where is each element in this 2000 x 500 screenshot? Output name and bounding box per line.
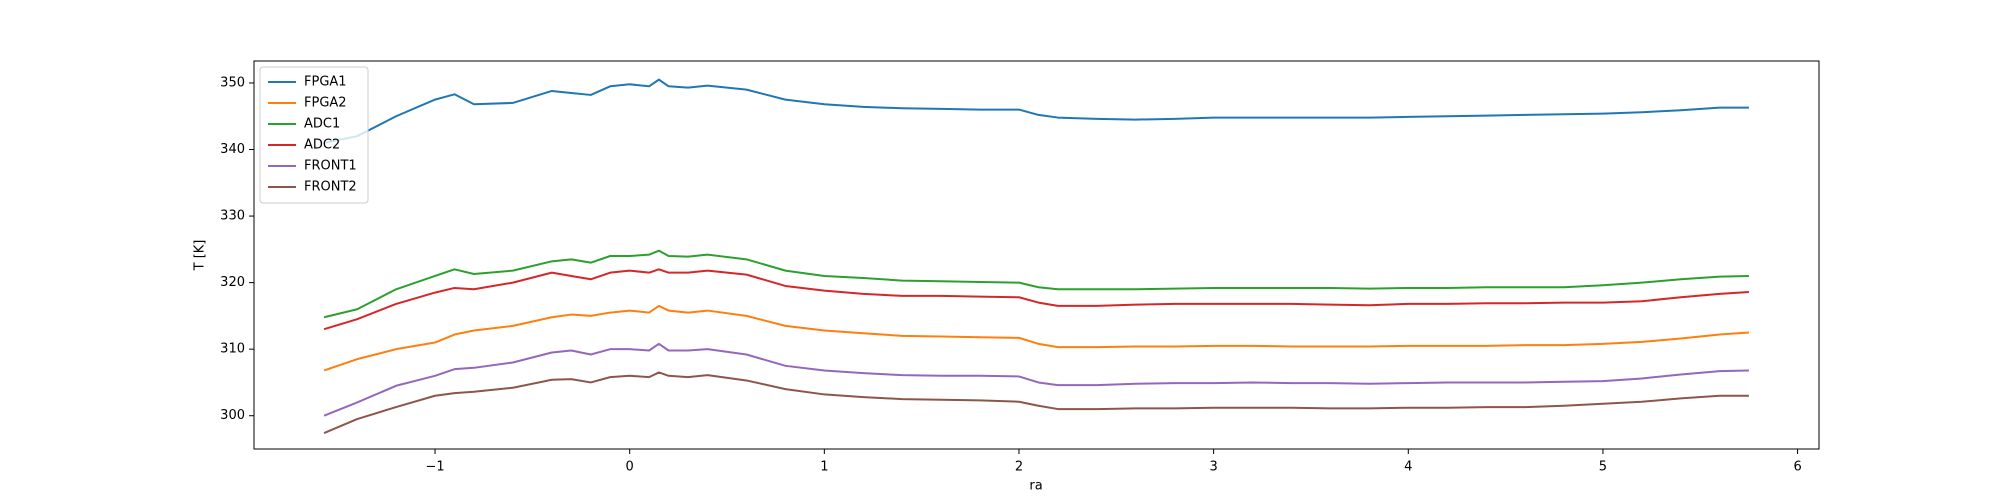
- y-tick-label: 350: [220, 75, 245, 90]
- plot-frame: [253, 60, 1820, 450]
- series-line: [323, 342, 1749, 417]
- x-tick-label: 1: [820, 460, 828, 475]
- x-tick-label: 5: [1599, 460, 1607, 475]
- legend-label: FRONT1: [304, 159, 357, 174]
- y-tick-label: 330: [220, 209, 245, 224]
- legend-box: [259, 66, 369, 204]
- x-tick-label: 6: [1793, 460, 1801, 475]
- legend-label: FPGA2: [304, 96, 347, 111]
- x-tick-label: 4: [1404, 460, 1412, 475]
- y-tick-label: 300: [220, 408, 245, 423]
- series-line: [323, 78, 1749, 144]
- y-tick-label: 310: [220, 342, 245, 357]
- legend-label: FPGA1: [304, 75, 347, 90]
- y-tick-label: 340: [220, 142, 245, 157]
- y-tick-label: 320: [220, 275, 245, 290]
- x-axis-label: ra: [1029, 479, 1042, 494]
- series-line: [323, 371, 1749, 434]
- x-tick-label: 0: [626, 460, 634, 475]
- series-line: [323, 304, 1749, 372]
- series-line: [323, 249, 1749, 319]
- legend-label: FRONT2: [304, 180, 357, 195]
- x-tick-label: 3: [1209, 460, 1217, 475]
- y-axis-label: T [K]: [193, 240, 208, 272]
- legend-label: ADC2: [304, 138, 340, 153]
- x-tick-label: 2: [1015, 460, 1023, 475]
- series-line: [323, 268, 1749, 331]
- legend-label: ADC1: [304, 117, 340, 132]
- x-tick-label: −1: [425, 460, 444, 475]
